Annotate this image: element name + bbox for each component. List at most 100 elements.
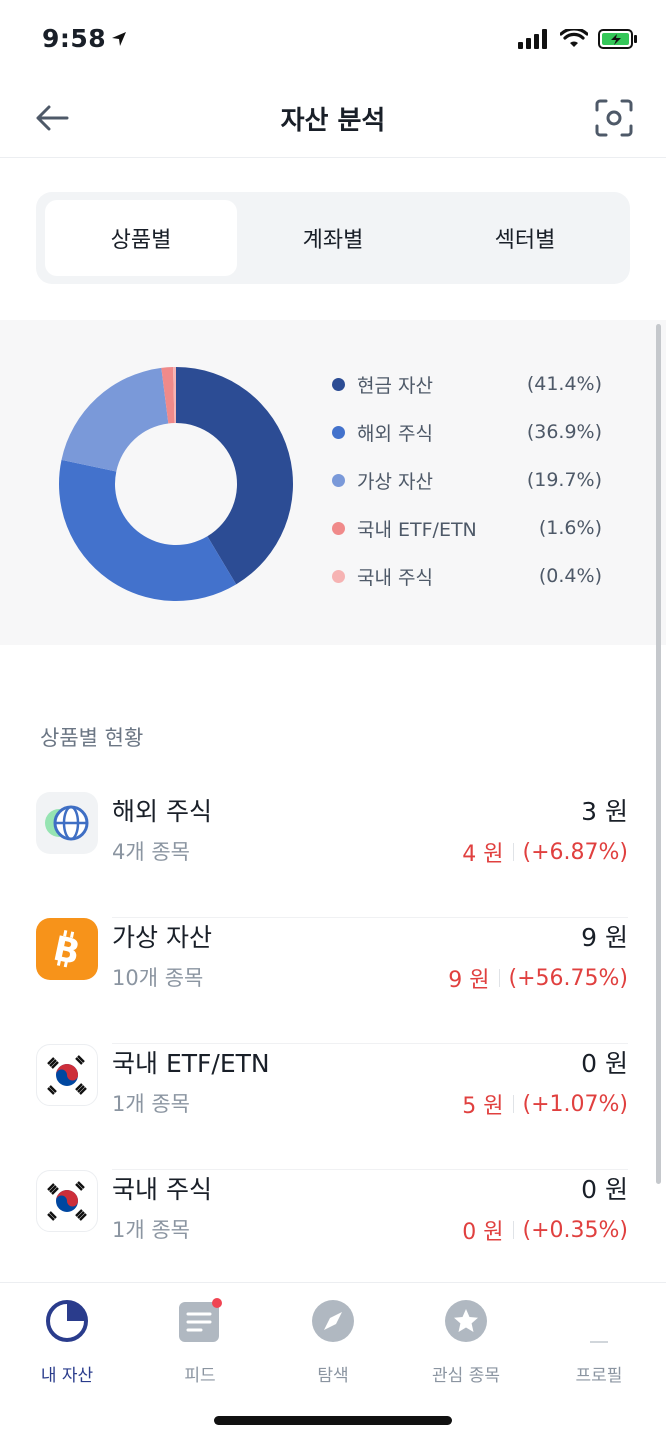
divider xyxy=(498,969,500,987)
status-icons xyxy=(518,28,638,50)
change-percent: (+0.35%) xyxy=(522,1217,629,1243)
change-amount: 0 원 xyxy=(462,1220,504,1245)
asset-count: 1개 종목 xyxy=(112,1092,190,1116)
asset-change: 9 원 (+56.75%) xyxy=(448,962,628,994)
nav-my-assets[interactable]: 내 자산 xyxy=(7,1297,127,1386)
feed-icon xyxy=(176,1297,224,1345)
legend-label: 가상 자산 xyxy=(357,470,433,493)
nav-feed[interactable]: 피드 xyxy=(140,1297,260,1386)
asset-row-domestic-stocks[interactable]: 국내 주식 1개 종목 0 원 0 원 (+0.35%) xyxy=(36,1170,628,1296)
asset-row-crypto[interactable]: B 가상 자산 10개 종목 9 원 9 원 (+56.75%) xyxy=(36,918,628,1044)
bitcoin-icon: B xyxy=(36,918,98,980)
change-percent: (+1.07%) xyxy=(522,1091,629,1117)
home-indicator xyxy=(214,1416,452,1425)
asset-value: 3 원 xyxy=(581,797,628,826)
legend-swatch xyxy=(332,425,345,439)
donut-chart xyxy=(59,367,294,601)
row-divider xyxy=(112,1043,628,1044)
asset-name: 가상 자산 xyxy=(112,923,212,952)
asset-value: 0 원 xyxy=(581,1049,628,1078)
location-arrow-icon xyxy=(110,30,128,52)
korea-flag-icon xyxy=(36,1170,98,1232)
donut-slice xyxy=(161,367,175,424)
donut-slice xyxy=(59,459,237,601)
nav-label: 내 자산 xyxy=(40,1366,94,1386)
nav-label: 탐색 xyxy=(317,1366,349,1386)
profile-icon xyxy=(575,1297,623,1345)
status-bar: 9:58 xyxy=(0,0,666,80)
legend-label: 해외 주식 xyxy=(357,422,433,445)
legend-value: (19.7%) xyxy=(526,469,602,491)
asset-change: 5 원 (+1.07%) xyxy=(462,1088,628,1120)
legend-value: (41.4%) xyxy=(526,373,602,395)
legend-item: 국내 ETF/ETN (1.6%) xyxy=(332,504,602,552)
divider xyxy=(512,1221,514,1239)
donut-slice xyxy=(61,367,169,472)
asset-count: 1개 종목 xyxy=(112,1218,190,1242)
header: 자산 분석 xyxy=(0,80,666,158)
nav-profile[interactable]: 프로필 xyxy=(539,1297,659,1386)
asset-row-domestic-etf[interactable]: 국내 ETF/ETN 1개 종목 0 원 5 원 (+1.07%) xyxy=(36,1044,628,1170)
battery-icon xyxy=(598,29,637,49)
divider xyxy=(512,843,514,861)
star-icon xyxy=(442,1297,490,1345)
donut-slice xyxy=(176,367,294,585)
nav-watchlist[interactable]: 관심 종목 xyxy=(406,1297,526,1386)
change-amount: 5 원 xyxy=(462,1094,504,1119)
asset-value: 0 원 xyxy=(581,1175,628,1204)
legend-item: 가상 자산 (19.7%) xyxy=(332,456,602,504)
legend-swatch xyxy=(332,521,345,535)
scan-button[interactable] xyxy=(592,96,636,140)
globe-icon xyxy=(36,792,98,854)
legend-label: 현금 자산 xyxy=(357,374,433,397)
nav-explore[interactable]: 탐색 xyxy=(273,1297,393,1386)
scrollbar[interactable] xyxy=(656,324,661,1184)
row-divider xyxy=(112,917,628,918)
legend-label: 국내 ETF/ETN xyxy=(357,518,477,541)
change-percent: (+56.75%) xyxy=(508,965,629,991)
asset-name: 해외 주식 xyxy=(112,797,212,826)
legend-value: (1.6%) xyxy=(538,517,602,539)
scan-icon xyxy=(595,99,633,137)
legend-item: 해외 주식 (36.9%) xyxy=(332,408,602,456)
donut-slice xyxy=(173,367,176,424)
divider xyxy=(512,1095,514,1113)
wifi-icon xyxy=(560,29,588,47)
tab-by-sector[interactable]: 섹터별 xyxy=(494,228,556,253)
nav-label: 프로필 xyxy=(575,1366,623,1386)
arrow-left-icon xyxy=(36,105,69,131)
row-divider xyxy=(112,1169,628,1170)
tab-by-product[interactable]: 상품별 xyxy=(45,200,237,276)
compass-icon xyxy=(309,1297,357,1345)
asset-count: 10개 종목 xyxy=(112,966,204,990)
change-amount: 4 원 xyxy=(462,842,504,867)
korea-flag-icon xyxy=(36,1044,98,1106)
legend-swatch xyxy=(332,377,345,391)
asset-name: 국내 ETF/ETN xyxy=(112,1049,270,1078)
asset-count: 4개 종목 xyxy=(112,840,190,864)
chart-legend: 현금 자산 (41.4%) 해외 주식 (36.9%) 가상 자산 (19.7%… xyxy=(332,360,602,600)
tab-by-account[interactable]: 계좌별 xyxy=(302,228,364,253)
legend-value: (36.9%) xyxy=(526,421,602,443)
allocation-chart-panel: 현금 자산 (41.4%) 해외 주식 (36.9%) 가상 자산 (19.7%… xyxy=(0,320,666,645)
back-button[interactable] xyxy=(30,98,74,138)
pie-chart-icon xyxy=(43,1297,91,1345)
legend-swatch xyxy=(332,473,345,487)
status-time: 9:58 xyxy=(42,24,107,53)
legend-item: 국내 주식 (0.4%) xyxy=(332,552,602,600)
asset-name: 국내 주식 xyxy=(112,1175,212,1204)
asset-change: 0 원 (+0.35%) xyxy=(462,1214,628,1246)
signal-icon xyxy=(518,29,547,49)
change-amount: 9 원 xyxy=(448,968,490,993)
nav-label: 관심 종목 xyxy=(432,1366,500,1386)
asset-row-overseas-stocks[interactable]: 해외 주식 4개 종목 3 원 4 원 (+6.87%) xyxy=(36,792,628,918)
legend-swatch xyxy=(332,569,345,583)
legend-label: 국내 주식 xyxy=(357,566,433,589)
section-title: 상품별 현황 xyxy=(40,726,144,750)
change-percent: (+6.87%) xyxy=(522,839,629,865)
asset-value: 9 원 xyxy=(581,923,628,952)
page-title: 자산 분석 xyxy=(280,106,386,136)
asset-change: 4 원 (+6.87%) xyxy=(462,836,628,868)
legend-item: 현금 자산 (41.4%) xyxy=(332,360,602,408)
bottom-nav: 내 자산 피드 탐색 관심 종목 xyxy=(0,1282,666,1440)
